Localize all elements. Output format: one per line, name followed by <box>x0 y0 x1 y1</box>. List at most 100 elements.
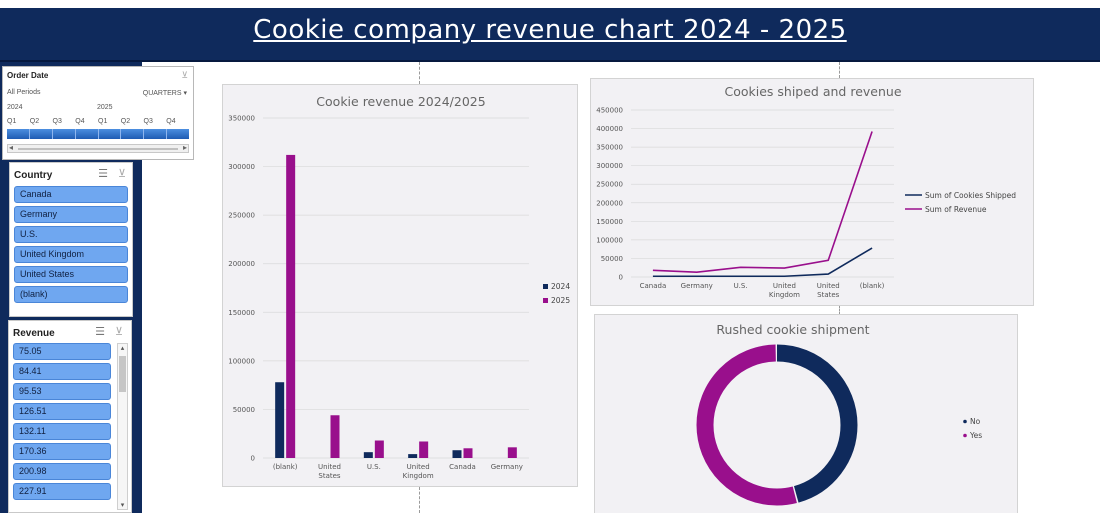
slicer-item-revenue[interactable]: 126.51 <box>13 403 111 420</box>
clear-filter-icon[interactable]: ⊻ <box>114 326 123 338</box>
y-tick-label: 250000 <box>228 212 255 220</box>
slicer-item-germany[interactable]: Germany <box>14 206 128 223</box>
donut-slice-Yes <box>696 344 858 506</box>
slicer-item-revenue[interactable]: 227.91 <box>13 483 111 500</box>
y-tick-label: 150000 <box>228 309 255 317</box>
y-tick-label: 200000 <box>228 260 255 268</box>
timeline-level-dropdown[interactable]: QUARTERS ▾ <box>142 90 187 97</box>
quarter-label: Q1 <box>98 118 108 125</box>
slicer-item-revenue[interactable]: 75.05 <box>13 343 111 360</box>
series-line-Sum of Cookies Shipped <box>652 247 873 278</box>
x-tick-label: Germany <box>491 463 523 471</box>
legend-label: Sum of Revenue <box>925 205 987 214</box>
quarter-label: Q1 <box>7 118 17 125</box>
y-tick-label: 450000 <box>596 107 623 115</box>
y-tick-label: 0 <box>251 455 255 463</box>
series-line-Sum of Revenue <box>652 131 873 273</box>
slicer-title: Country <box>14 170 53 181</box>
x-tick-label: U.S. <box>734 282 748 290</box>
page-break-line <box>419 487 420 513</box>
timeline-period-label: All Periods <box>7 89 41 96</box>
bar-2024 <box>452 450 462 458</box>
scroll-down-icon[interactable]: ▾ <box>120 502 125 509</box>
page-break-line <box>839 62 840 78</box>
y-tick-label: 350000 <box>596 144 623 152</box>
legend-swatch <box>963 433 967 438</box>
bar-2025 <box>374 440 384 458</box>
chart-title: Cookie revenue 2024/2025 <box>316 94 485 109</box>
scroll-right-icon[interactable]: ▸ <box>182 143 187 152</box>
legend-label: 2024 <box>551 282 570 291</box>
page-break-line <box>839 305 840 315</box>
legend-swatch <box>963 419 967 424</box>
dashboard-title-bar: Cookie company revenue chart 2024 - 2025 <box>0 8 1100 62</box>
shipped-revenue-line-chart[interactable]: Cookies shiped and revenue 0 50000 100000 15… <box>590 78 1034 306</box>
y-tick-label: 250000 <box>596 181 623 189</box>
y-tick-label: 100000 <box>596 236 623 244</box>
slicer-item-us[interactable]: U.S. <box>14 226 128 243</box>
rushed-shipment-donut-chart[interactable]: Rushed cookie shipment No Yes <box>594 314 1018 513</box>
x-tick-label: Canada <box>640 282 667 290</box>
scroll-left-icon[interactable]: ◂ <box>9 143 14 152</box>
slicer-item-united-kingdom[interactable]: United Kingdom <box>14 246 128 263</box>
quarter-label: Q4 <box>166 118 176 125</box>
clear-filter-icon[interactable]: ⊻ <box>117 168 126 180</box>
legend-label: 2025 <box>551 296 570 305</box>
legend-swatch <box>543 298 548 303</box>
quarter-label: Q4 <box>75 118 85 125</box>
bar-2024 <box>275 382 285 458</box>
legend-label: No <box>970 417 981 426</box>
x-tick-label: United Kingdom <box>403 463 434 480</box>
x-tick-label: (blank) <box>273 463 298 471</box>
x-tick-label: Germany <box>681 282 713 290</box>
legend-label: Yes <box>969 431 982 440</box>
quarter-label: Q2 <box>120 118 131 125</box>
timeline-quarter-labels: Q1 Q2 Q3 Q4 Q1 Q2 Q3 Q4 <box>7 118 189 125</box>
y-tick-label: 200000 <box>596 199 623 207</box>
x-tick-label: Canada <box>449 463 476 471</box>
legend-swatch <box>543 284 548 289</box>
slicer-item-blank[interactable]: (blank) <box>14 286 128 303</box>
y-tick-label: 150000 <box>596 218 623 226</box>
bar-2024 <box>363 452 373 458</box>
slicer-item-canada[interactable]: Canada <box>14 186 128 203</box>
slicer-title: Revenue <box>13 328 55 339</box>
bar-2025 <box>463 448 473 458</box>
slicer-item-revenue[interactable]: 200.98 <box>13 463 111 480</box>
y-tick-label: 350000 <box>228 115 255 123</box>
x-tick-label: United States <box>318 463 341 480</box>
multi-select-icon[interactable]: ☰ <box>95 326 105 338</box>
chart-title: Cookies shiped and revenue <box>724 84 901 99</box>
x-tick-label: (blank) <box>860 282 885 290</box>
slicer-scrollbar[interactable]: ▴ ▾ <box>117 343 128 510</box>
dashboard-title: Cookie company revenue chart 2024 - 2025 <box>253 15 847 45</box>
revenue-bar-chart[interactable]: Cookie revenue 2024/2025 0 50000 100000 1500… <box>222 84 578 487</box>
revenue-slicer: Revenue ☰ ⊻ 75.05 84.41 95.53 126.51 132… <box>8 320 132 513</box>
slicer-item-revenue[interactable]: 170.36 <box>13 443 111 460</box>
slicer-item-revenue[interactable]: 132.11 <box>13 423 111 440</box>
slicer-item-united-states[interactable]: United States <box>14 266 128 283</box>
quarter-label: Q3 <box>52 118 62 125</box>
multi-select-icon[interactable]: ☰ <box>98 168 108 180</box>
order-date-timeline[interactable]: Order Date ⊻ All Periods QUARTERS ▾ 2024… <box>2 66 194 160</box>
timeline-scrollbar[interactable]: ◂ ▸ <box>7 143 189 153</box>
bar-2025 <box>286 154 296 458</box>
bar-chart-canvas: Cookie revenue 2024/2025 0 50000 100000 1500… <box>228 94 570 480</box>
x-tick-label: U.S. <box>367 463 381 471</box>
timeline-year-2025: 2025 <box>97 104 113 111</box>
clear-filter-icon[interactable]: ⊻ <box>181 70 188 80</box>
scrollbar-thumb[interactable] <box>18 148 178 150</box>
country-slicer: Country ☰ ⊻ Canada Germany U.S. United K… <box>9 162 133 317</box>
slicer-item-revenue[interactable]: 95.53 <box>13 383 111 400</box>
timeline-selection-bar[interactable] <box>7 129 189 139</box>
y-tick-label: 300000 <box>596 162 623 170</box>
slicer-item-revenue[interactable]: 84.41 <box>13 363 111 380</box>
chart-title: Rushed cookie shipment <box>716 322 869 337</box>
legend-label: Sum of Cookies Shipped <box>925 191 1016 200</box>
scrollbar-thumb[interactable] <box>119 356 126 392</box>
x-tick-label: United Kingdom <box>769 282 800 299</box>
bar-2024 <box>408 454 418 458</box>
scroll-up-icon[interactable]: ▴ <box>120 345 125 352</box>
bar-2025 <box>419 441 429 458</box>
y-tick-label: 0 <box>619 274 623 282</box>
